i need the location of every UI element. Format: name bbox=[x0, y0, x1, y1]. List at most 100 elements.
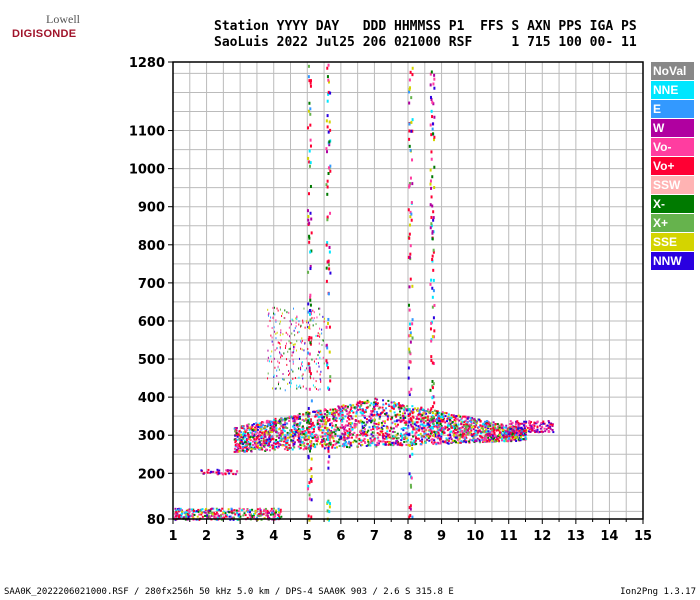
echo-point bbox=[444, 441, 447, 444]
echo-point bbox=[512, 427, 515, 430]
logo-lowell-text: Lowell bbox=[46, 12, 80, 26]
echo-point bbox=[308, 481, 311, 485]
echo-point bbox=[303, 430, 306, 433]
echo-point bbox=[200, 511, 203, 514]
echo-point bbox=[264, 435, 267, 438]
echo-point bbox=[279, 422, 282, 425]
echo-point bbox=[271, 340, 273, 343]
echo-point bbox=[311, 431, 314, 434]
echo-point bbox=[549, 423, 552, 426]
echo-point bbox=[341, 420, 344, 423]
echo-point bbox=[361, 408, 364, 411]
echo-point bbox=[500, 423, 503, 426]
echo-point bbox=[343, 430, 346, 433]
echo-point bbox=[305, 387, 307, 390]
echo-point bbox=[500, 426, 503, 429]
echo-point bbox=[533, 421, 536, 424]
echo-point bbox=[320, 380, 322, 383]
echo-point bbox=[208, 512, 211, 515]
echo-point bbox=[420, 440, 423, 443]
echo-point bbox=[272, 513, 275, 516]
echo-point bbox=[373, 418, 376, 421]
echo-point bbox=[308, 335, 311, 339]
echo-point bbox=[343, 433, 346, 436]
echo-point bbox=[213, 512, 216, 515]
echo-point bbox=[341, 426, 344, 429]
echo-point bbox=[185, 514, 188, 517]
echo-point bbox=[316, 422, 319, 425]
echo-point bbox=[399, 404, 402, 407]
echo-point bbox=[292, 362, 294, 365]
echo-point bbox=[440, 419, 443, 422]
echo-point bbox=[236, 512, 239, 515]
echo-point bbox=[302, 377, 304, 380]
echo-point bbox=[331, 424, 334, 427]
echo-point bbox=[380, 431, 383, 434]
echo-point bbox=[309, 449, 312, 453]
echo-point bbox=[432, 248, 435, 252]
echo-point bbox=[218, 508, 221, 511]
echo-point bbox=[431, 361, 434, 365]
echo-point bbox=[384, 432, 387, 435]
echo-point bbox=[312, 319, 314, 322]
echo-point bbox=[463, 440, 466, 443]
echo-point bbox=[293, 427, 296, 430]
echo-point bbox=[408, 515, 411, 519]
echo-point bbox=[396, 403, 399, 406]
echo-point bbox=[334, 430, 337, 433]
x-tick-label: 11 bbox=[500, 529, 518, 544]
echo-point bbox=[251, 433, 254, 436]
echo-point bbox=[331, 435, 334, 438]
echo-point bbox=[243, 446, 246, 449]
echo-point bbox=[254, 426, 257, 429]
echo-point bbox=[407, 418, 410, 421]
echo-point bbox=[204, 514, 207, 517]
echo-point bbox=[279, 437, 282, 440]
echo-point bbox=[438, 420, 441, 423]
echo-point bbox=[273, 428, 276, 431]
echo-point bbox=[272, 507, 275, 510]
echo-point bbox=[483, 435, 486, 438]
echo-point bbox=[225, 515, 228, 518]
echo-point bbox=[260, 422, 263, 425]
echo-point bbox=[416, 417, 419, 420]
echo-point bbox=[342, 438, 345, 441]
echo-point bbox=[241, 425, 244, 428]
echo-point bbox=[401, 404, 404, 407]
echo-point bbox=[377, 436, 380, 439]
echo-point bbox=[330, 426, 333, 429]
echo-point bbox=[453, 427, 456, 430]
echo-point bbox=[309, 312, 312, 316]
echo-point bbox=[207, 510, 210, 513]
echo-point bbox=[374, 397, 377, 400]
echo-point bbox=[413, 423, 416, 426]
echo-point bbox=[463, 428, 466, 431]
echo-point bbox=[222, 511, 225, 514]
echo-point bbox=[272, 387, 274, 390]
echo-point bbox=[408, 443, 411, 447]
echo-point bbox=[240, 439, 243, 442]
echo-point bbox=[414, 427, 417, 430]
echo-point bbox=[493, 437, 496, 440]
echo-point bbox=[381, 411, 384, 414]
echo-point bbox=[485, 423, 488, 426]
echo-point bbox=[400, 407, 403, 410]
echo-point bbox=[328, 140, 331, 144]
echo-point bbox=[438, 417, 441, 420]
echo-point bbox=[448, 424, 451, 427]
echo-point bbox=[422, 425, 425, 428]
echo-point bbox=[311, 433, 314, 436]
echo-point bbox=[267, 440, 270, 443]
echo-point bbox=[301, 433, 304, 436]
echo-point bbox=[408, 334, 411, 338]
echo-point bbox=[381, 406, 384, 409]
echo-point bbox=[361, 409, 364, 412]
echo-point bbox=[388, 436, 391, 439]
echo-point bbox=[208, 509, 211, 512]
echo-point bbox=[255, 427, 258, 430]
echo-point bbox=[397, 442, 400, 445]
echo-point bbox=[410, 218, 413, 222]
echo-point bbox=[300, 386, 302, 389]
echo-point bbox=[221, 513, 224, 516]
